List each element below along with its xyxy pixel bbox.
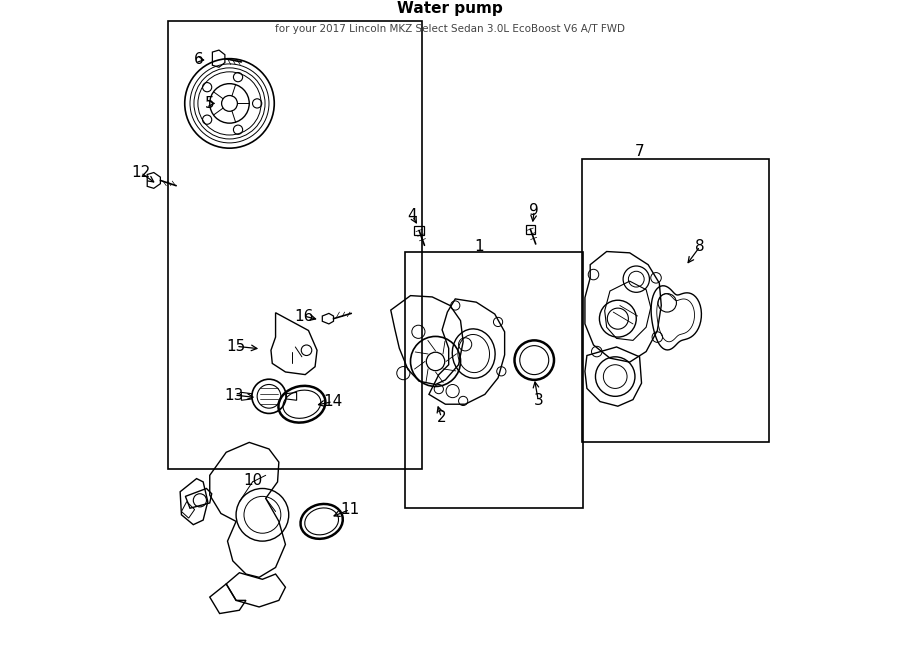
Text: 3: 3 <box>534 393 543 408</box>
Text: 16: 16 <box>294 309 313 323</box>
Text: 2: 2 <box>436 410 446 425</box>
Text: Water pump: Water pump <box>397 1 503 17</box>
Text: 7: 7 <box>634 144 644 159</box>
Text: 1: 1 <box>475 239 484 254</box>
Bar <box>405 252 583 508</box>
Text: 4: 4 <box>408 208 418 223</box>
Text: 14: 14 <box>323 394 343 409</box>
Text: 5: 5 <box>205 96 214 111</box>
Bar <box>581 159 770 442</box>
Text: for your 2017 Lincoln MKZ Select Sedan 3.0L EcoBoost V6 A/T FWD: for your 2017 Lincoln MKZ Select Sedan 3… <box>275 24 625 34</box>
Text: 8: 8 <box>696 239 705 254</box>
Bar <box>168 21 422 469</box>
Text: 10: 10 <box>243 473 262 488</box>
Text: 15: 15 <box>227 339 246 354</box>
Text: 13: 13 <box>224 387 244 403</box>
Text: 12: 12 <box>131 165 150 180</box>
Polygon shape <box>182 502 194 518</box>
Text: 11: 11 <box>340 502 360 517</box>
Text: 9: 9 <box>529 203 539 218</box>
Text: 6: 6 <box>194 52 203 67</box>
